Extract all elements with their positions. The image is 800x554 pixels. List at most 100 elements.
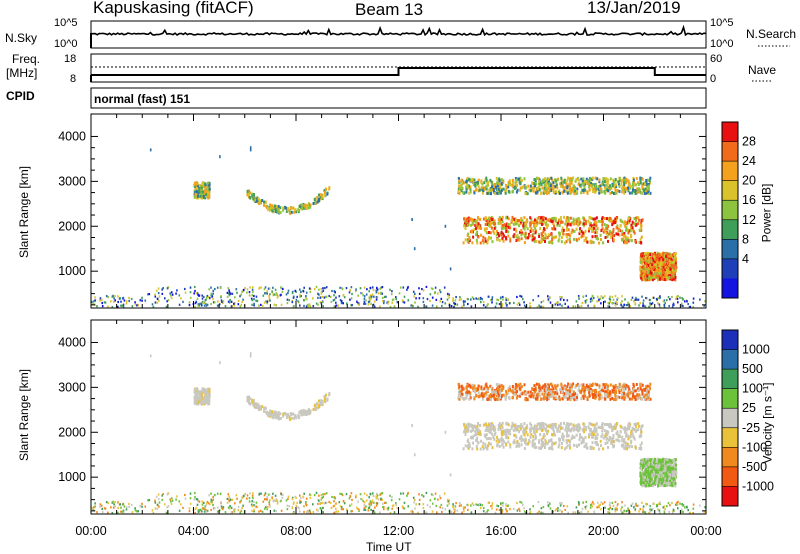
power-echo xyxy=(494,186,496,190)
power-echo xyxy=(595,216,598,220)
power-echo xyxy=(212,298,214,301)
velocity-echo xyxy=(659,502,661,506)
power-echo xyxy=(209,297,211,300)
power-echo xyxy=(351,292,353,296)
power-echo xyxy=(598,298,600,301)
velocity-echo xyxy=(473,384,476,388)
nsky-label: N.Sky xyxy=(5,31,38,45)
power-echo xyxy=(467,178,470,182)
power-echo xyxy=(542,216,545,220)
velocity-echo xyxy=(581,394,584,398)
velocity-echo xyxy=(364,508,367,511)
power-echo xyxy=(539,221,542,225)
power-echo xyxy=(539,181,542,185)
power-echo xyxy=(398,292,401,295)
power-echo xyxy=(371,293,374,296)
power-echo xyxy=(514,181,517,185)
velocity-echo xyxy=(312,408,315,411)
velocity-echo xyxy=(590,388,592,392)
power-echo xyxy=(418,297,421,300)
power-echo xyxy=(206,190,209,194)
power-echo xyxy=(500,233,503,237)
power-echo xyxy=(498,219,501,223)
power-echo xyxy=(502,180,505,184)
power-echo xyxy=(620,302,622,305)
power-echo xyxy=(548,185,551,189)
velocity-echo xyxy=(307,408,310,412)
power-echo xyxy=(500,178,503,182)
power-echo xyxy=(465,179,468,183)
power-echo xyxy=(609,177,612,181)
velocity-echo xyxy=(375,504,378,507)
power-echo xyxy=(395,296,397,299)
velocity-echo xyxy=(301,412,304,416)
power-echo xyxy=(111,306,114,308)
velocity-echo xyxy=(333,500,335,503)
velocity-echo xyxy=(125,508,128,511)
velocity-echo xyxy=(122,511,125,514)
power-echo xyxy=(91,300,93,303)
power-echo xyxy=(376,288,379,291)
power-echo xyxy=(528,188,531,192)
velocity-echo xyxy=(205,508,207,512)
power-echo xyxy=(154,295,157,298)
velocity-echo xyxy=(309,511,312,514)
power-echo xyxy=(516,295,518,299)
power-echo xyxy=(333,305,335,308)
power-echo xyxy=(309,203,312,207)
velocity-echo xyxy=(506,510,508,513)
power-echo xyxy=(448,293,450,296)
power-echo xyxy=(324,191,326,194)
velocity-echo xyxy=(635,504,638,507)
velocity-echo xyxy=(334,511,336,514)
power-echo xyxy=(273,293,275,296)
velocity-echo xyxy=(636,387,639,391)
velocity-echo xyxy=(641,501,643,504)
velocity-echo xyxy=(608,508,610,511)
power-echo xyxy=(579,227,582,231)
power-echo xyxy=(668,262,671,266)
power-echo xyxy=(655,258,658,262)
velocity-echo xyxy=(189,502,192,505)
power-echo xyxy=(313,288,316,291)
power-echo xyxy=(538,304,540,307)
power-echo xyxy=(502,239,505,243)
power-echo xyxy=(668,271,671,274)
velocity-echo xyxy=(383,501,386,504)
power-echo xyxy=(552,304,554,307)
power-echo xyxy=(654,256,657,260)
power-echo xyxy=(208,183,211,187)
power-echo xyxy=(472,180,475,184)
velocity-echo xyxy=(614,384,617,387)
power-echo xyxy=(465,217,468,221)
power-echo xyxy=(647,264,650,267)
power-echo xyxy=(647,262,650,266)
velocity-echo xyxy=(403,501,406,504)
power-echo xyxy=(431,296,434,299)
power-echo xyxy=(640,241,642,244)
velocity-echo xyxy=(615,391,618,394)
velocity-echo xyxy=(312,511,315,514)
power-echo xyxy=(671,264,674,268)
velocity-echo xyxy=(578,511,581,514)
velocity-echo xyxy=(607,511,609,514)
velocity-echo xyxy=(650,508,653,512)
power-echo xyxy=(638,241,641,244)
power-echo xyxy=(147,293,149,296)
velocity-echo xyxy=(608,511,611,514)
power-echo xyxy=(560,176,563,180)
power-echo xyxy=(668,276,671,280)
power-echo xyxy=(671,266,674,270)
velocity-echo xyxy=(403,507,406,510)
power-echo xyxy=(302,206,305,210)
velocity-echo xyxy=(560,382,563,386)
power-echo xyxy=(551,238,554,242)
velocity-echo xyxy=(625,510,628,513)
power-echo xyxy=(565,218,568,222)
power-echo xyxy=(574,179,577,183)
power-echo xyxy=(302,204,305,208)
power-echo xyxy=(453,304,456,307)
velocity-echo xyxy=(584,507,587,510)
velocity-echo xyxy=(611,501,614,504)
power-echo xyxy=(646,178,649,182)
